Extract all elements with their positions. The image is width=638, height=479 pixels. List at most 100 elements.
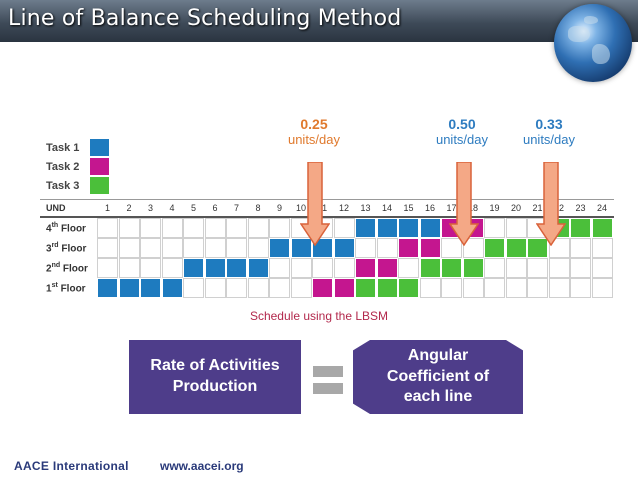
schedule-cell [505, 218, 527, 238]
column-number: 4 [169, 203, 175, 213]
schedule-cell [355, 258, 376, 278]
schedule-cell [570, 218, 591, 238]
schedule-cell [419, 258, 441, 278]
schedule-cell [548, 278, 570, 298]
column-number: 3 [147, 203, 153, 213]
rate-annotation-task1: 0.25 units/day [287, 116, 341, 147]
column-number: 22 [553, 203, 564, 213]
floor-label: 1st Floor [46, 282, 86, 295]
schedule-cell [97, 258, 118, 278]
globe-icon [554, 4, 632, 82]
schedule-cell [140, 218, 161, 238]
schedule-cell [97, 278, 118, 298]
schedule-cell [398, 258, 419, 278]
schedule-cell [312, 278, 333, 298]
schedule-cell [118, 278, 140, 298]
schedule-cell [505, 258, 527, 278]
column-number: 15 [403, 203, 414, 213]
schedule-cell [247, 238, 269, 258]
schedule-cell [161, 258, 183, 278]
schedule-cell [183, 278, 204, 298]
schedule-cell [333, 218, 355, 238]
schedule-cell [355, 238, 376, 258]
schedule-cell [355, 218, 376, 238]
rate-annotation-task3: 0.33 units/day [522, 116, 576, 147]
schedule-cell [441, 238, 462, 258]
schedule-cell [97, 238, 118, 258]
legend-swatch-task2 [90, 158, 109, 175]
column-number: 9 [276, 203, 282, 213]
rate-of-activities-box: Rate of Activities Production [129, 340, 301, 414]
schedule-cell [226, 238, 247, 258]
column-number: 12 [338, 203, 349, 213]
legend-label-task2: Task 2 [46, 161, 80, 173]
floor-label: 3rd Floor [46, 242, 87, 255]
schedule-cell [527, 278, 548, 298]
schedule-cell [484, 278, 505, 298]
column-number: 14 [381, 203, 392, 213]
floor-label: 4th Floor [46, 222, 86, 235]
column-number: 19 [489, 203, 500, 213]
schedule-cell [484, 238, 505, 258]
website-url: www.aacei.org [160, 459, 244, 473]
schedule-cell [183, 218, 204, 238]
schedule-cell [97, 218, 118, 238]
schedule-cell [312, 258, 333, 278]
angular-coefficient-box: Angular Coefficient of each line [353, 340, 523, 414]
schedule-cell [226, 278, 247, 298]
schedule-cell [140, 238, 161, 258]
legend-label-task1: Task 1 [46, 142, 80, 154]
schedule-cell [527, 238, 548, 258]
schedule-cell [118, 238, 140, 258]
column-number: 6 [212, 203, 218, 213]
schedule-cell [376, 218, 398, 238]
schedule-cell [183, 238, 204, 258]
table-header-row [40, 199, 614, 218]
schedule-cell [462, 258, 484, 278]
schedule-cell [204, 278, 226, 298]
schedule-cell [419, 238, 441, 258]
schedule-cell [204, 218, 226, 238]
schedule-cell [140, 278, 161, 298]
slide-title: Line of Balance Scheduling Method [8, 6, 402, 31]
schedule-cell [376, 278, 398, 298]
column-number: 1 [104, 203, 110, 213]
schedule-cell [118, 218, 140, 238]
schedule-cell [118, 258, 140, 278]
schedule-cell [462, 278, 484, 298]
schedule-cell [333, 238, 355, 258]
schedule-cell [290, 278, 312, 298]
schedule-cell [441, 258, 462, 278]
legend-label-task3: Task 3 [46, 180, 80, 192]
schedule-cell [441, 278, 462, 298]
schedule-cell [269, 218, 290, 238]
legend-swatch-task1 [90, 139, 109, 156]
schedule-cell [398, 218, 419, 238]
schedule-cell [161, 278, 183, 298]
schedule-cell [247, 218, 269, 238]
schedule-cell [204, 238, 226, 258]
column-number: 23 [575, 203, 586, 213]
schedule-cell [570, 258, 591, 278]
schedule-cell [183, 258, 204, 278]
column-number: 13 [360, 203, 371, 213]
column-number: 2 [126, 203, 132, 213]
schedule-cell [484, 258, 505, 278]
arrow-down-icon [449, 162, 479, 246]
schedule-cell [419, 278, 441, 298]
schedule-cell [591, 238, 613, 258]
schedule-cell [398, 238, 419, 258]
equals-sign-bottom [313, 383, 343, 394]
schedule-cell [591, 218, 613, 238]
column-number: 8 [255, 203, 261, 213]
schedule-cell [570, 278, 591, 298]
column-number: 21 [532, 203, 543, 213]
floor-label: 2nd Floor [46, 262, 88, 275]
column-number: 16 [424, 203, 435, 213]
title-bar: Line of Balance Scheduling Method [0, 0, 638, 42]
schedule-cell [140, 258, 161, 278]
schedule-cell [269, 278, 290, 298]
schedule-cell [419, 218, 441, 238]
arrow-down-icon [536, 162, 566, 246]
column-number: 24 [596, 203, 607, 213]
